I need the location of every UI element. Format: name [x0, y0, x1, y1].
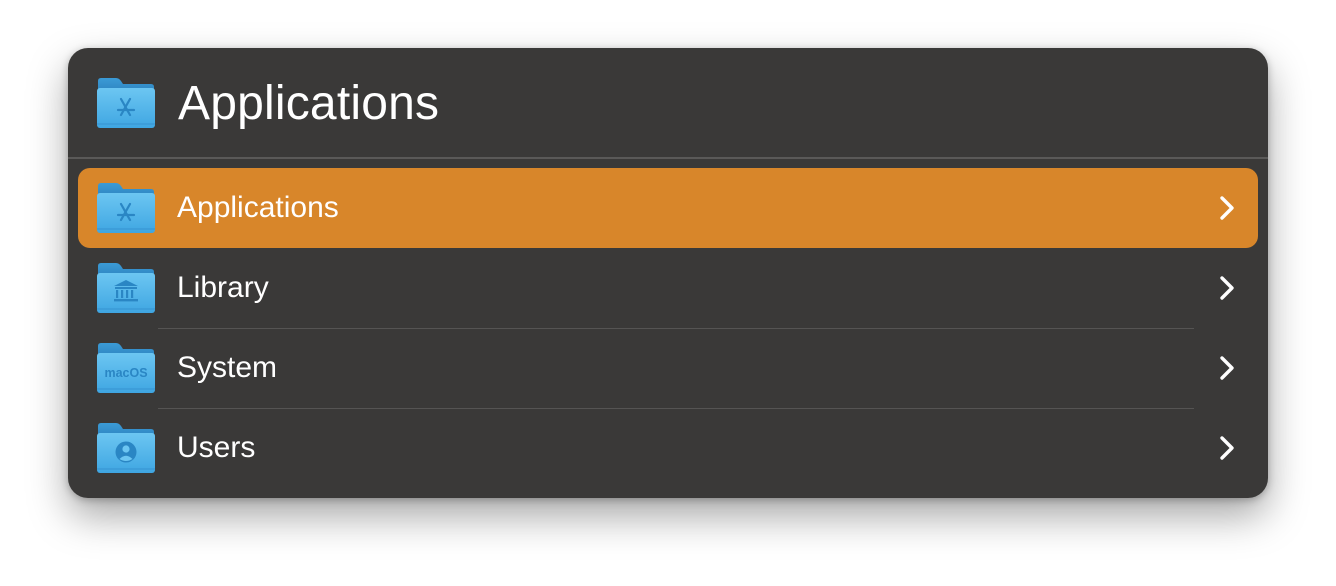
system-folder-icon: macOS: [96, 342, 156, 399]
chevron-right-icon: [1218, 194, 1236, 222]
list-item-label: Applications: [177, 191, 339, 224]
macos-text: macOS: [104, 366, 147, 380]
list-item-applications[interactable]: Applications: [78, 168, 1258, 248]
list-item-label: System: [177, 351, 278, 384]
list-item-label: Users: [177, 431, 256, 464]
list-item-library[interactable]: Library: [78, 248, 1258, 329]
list-item-users[interactable]: Users: [78, 408, 1258, 488]
folder-popup-panel: Applications Applications: [68, 48, 1268, 498]
chevron-right-icon: [1218, 354, 1236, 382]
chevron-right-icon: [1218, 434, 1236, 462]
chevron-right-icon: [1218, 274, 1236, 302]
applications-folder-icon: [96, 182, 156, 239]
applications-folder-icon: [96, 77, 156, 134]
row-divider: [158, 328, 1194, 329]
users-folder-icon: [96, 422, 156, 479]
folder-list: Applications: [78, 168, 1258, 488]
library-folder-icon: [96, 262, 156, 319]
list-item-system[interactable]: macOS System: [78, 328, 1258, 409]
list-item-label: Library: [177, 271, 269, 304]
row-divider: [158, 408, 1194, 409]
popup-header: Applications: [68, 48, 1268, 159]
page-title: Applications: [178, 77, 440, 130]
